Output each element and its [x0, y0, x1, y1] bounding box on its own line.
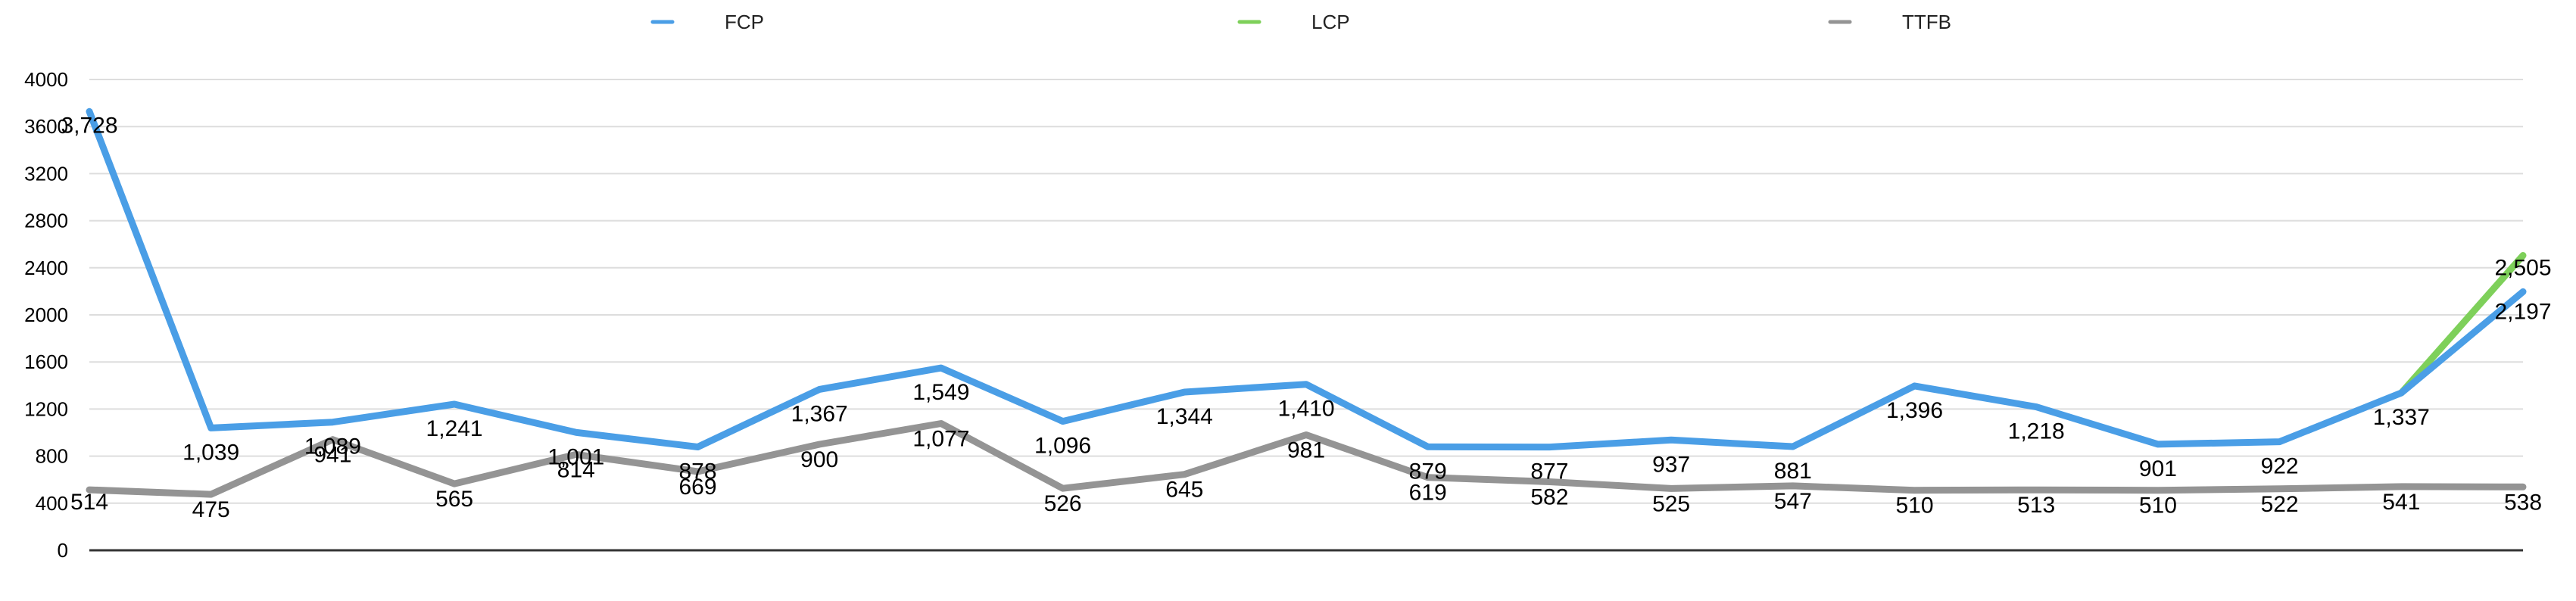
data-label-fcp: 1,367 [791, 401, 848, 426]
legend-label-lcp: LCP [1311, 11, 1350, 33]
y-tick-label: 1600 [24, 350, 68, 373]
data-label-fcp: 879 [1409, 459, 1447, 484]
y-tick-label: 4000 [24, 68, 68, 91]
data-label-fcp: 3,728 [61, 113, 117, 138]
chart-gridlines [89, 79, 2523, 552]
data-label-fcp: 1,039 [182, 440, 239, 465]
chart-series [86, 107, 2527, 498]
data-label-fcp: 1,344 [1156, 404, 1213, 429]
data-label-ttfb: 541 [2382, 490, 2420, 515]
y-tick-label: 3200 [24, 162, 68, 185]
legend-label-ttfb: TTFB [1902, 11, 1951, 33]
data-label-ttfb: 514 [70, 490, 108, 515]
data-label-ttfb: 565 [435, 487, 473, 512]
data-label-fcp: 1,218 [2008, 419, 2065, 444]
y-tick-label: 0 [58, 539, 68, 562]
data-label-ttfb: 669 [678, 475, 716, 500]
data-label-fcp: 1,096 [1034, 434, 1091, 459]
data-label-ttfb: 814 [557, 457, 595, 482]
data-label-fcp: 1,001 [547, 444, 604, 469]
y-tick-label: 2800 [24, 210, 68, 232]
series-line-ttfb [86, 420, 2527, 498]
chart-legend: FCP LCP TTFB [650, 11, 1951, 33]
series-line-fcp [86, 107, 2527, 451]
data-label-fcp: 1,396 [1886, 398, 1943, 423]
data-label-fcp: 881 [1774, 459, 1812, 484]
data-label-ttfb: 900 [800, 447, 838, 472]
data-label-ttfb: 525 [1652, 491, 1690, 516]
data-label-ttfb: 526 [1044, 491, 1082, 516]
y-tick-label: 1200 [24, 397, 68, 420]
y-tick-label: 2000 [24, 304, 68, 326]
data-label-ttfb: 538 [2504, 490, 2542, 515]
data-label-ttfb: 1,077 [912, 427, 969, 452]
data-label-ttfb: 510 [2139, 494, 2177, 518]
data-label-ttfb: 981 [1287, 438, 1325, 462]
data-label-fcp: 878 [678, 459, 716, 484]
y-tick-label: 3600 [24, 115, 68, 138]
y-tick-label: 2400 [24, 257, 68, 279]
y-axis: 0 400 800 1200 1600 2000 2400 2800 3200 3600 4000 [24, 68, 68, 562]
data-label-ttfb: 645 [1165, 478, 1203, 503]
series-line-lcp [2397, 252, 2527, 397]
data-label-ttfb: 513 [2017, 493, 2055, 518]
data-label-ttfb: 547 [1774, 489, 1812, 514]
data-label-ttfb: 475 [192, 497, 230, 522]
data-label-ttfb: 619 [1409, 481, 1447, 506]
data-label-lcp: 2,505 [2494, 255, 2551, 280]
y-tick-label: 800 [36, 445, 68, 468]
data-label-fcp: 901 [2139, 456, 2177, 481]
data-label-fcp: 1,337 [2373, 405, 2430, 430]
data-label-ttfb: 522 [2261, 492, 2299, 517]
data-label-ttfb: 582 [1530, 484, 1568, 509]
data-label-ttfb: 941 [313, 443, 351, 468]
data-label-fcp: 937 [1652, 452, 1690, 477]
data-label-fcp: 922 [2261, 454, 2299, 479]
y-tick-label: 400 [36, 492, 68, 515]
data-label-fcp: 2,197 [2494, 299, 2551, 324]
data-label-fcp: 1,241 [426, 416, 483, 441]
data-label-ttfb: 510 [1895, 494, 1933, 518]
data-label-fcp: 877 [1530, 459, 1568, 484]
data-label-fcp: 1,089 [304, 434, 361, 459]
data-label-fcp: 1,410 [1277, 397, 1334, 422]
legend-label-fcp: FCP [725, 11, 764, 33]
data-label-fcp: 1,549 [912, 380, 969, 405]
